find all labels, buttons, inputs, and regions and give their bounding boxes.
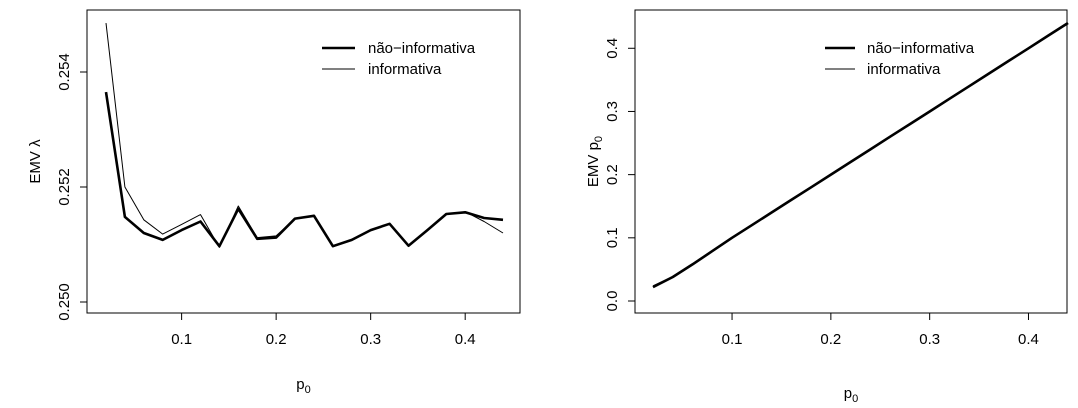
x-tick-label: 0.2 (820, 331, 841, 348)
chart-panel-1: 0.1 0.2 0.3 0.4 0.250 0.252 0.254 p0 EMV λ não−in… (27, 9, 521, 396)
y-tick-label: 0.0 (604, 291, 621, 312)
series-line-informativa (105, 23, 504, 248)
x-axis-label: p0 (844, 385, 858, 405)
series-line-nao-informativa (104, 91, 504, 248)
y-tick-label: 0.250 (56, 283, 73, 321)
legend: não−informativa informativa (825, 40, 975, 78)
x-axis-label: p0 (296, 376, 310, 396)
legend-label: informativa (368, 61, 442, 78)
legend: não−informativa informativa (322, 40, 476, 78)
x-tick-label: 0.3 (919, 331, 940, 348)
y-tick-label: 0.252 (56, 168, 73, 206)
y-axis-label: EMV λ (27, 139, 44, 184)
x-tick-label: 0.2 (266, 331, 287, 348)
plot-frame-1 (86, 9, 521, 314)
plot-frame-2 (634, 9, 1068, 314)
y-axis-label: EMV p0 (585, 136, 605, 187)
y-tick-label: 0.2 (604, 164, 621, 185)
chart-panel-2: 0.1 0.2 0.3 0.4 0.0 0.1 0.2 0.3 0.4 p0 EMV p0 não−i… (585, 9, 1069, 405)
legend-label: não−informativa (867, 40, 975, 57)
y-tick-label: 0.4 (604, 38, 621, 59)
legend-label: informativa (867, 61, 941, 78)
legend-label: não−informativa (368, 40, 476, 57)
x-tick-label: 0.1 (722, 331, 743, 348)
x-tick-label: 0.4 (455, 331, 476, 348)
x-tick-label: 0.1 (171, 331, 192, 348)
y-tick-label: 0.1 (604, 227, 621, 248)
series-line-informativa (652, 22, 1069, 287)
x-tick-label: 0.3 (360, 331, 381, 348)
y-tick-label: 0.254 (56, 53, 73, 91)
x-tick-label: 0.4 (1018, 331, 1039, 348)
y-tick-label: 0.3 (604, 101, 621, 122)
